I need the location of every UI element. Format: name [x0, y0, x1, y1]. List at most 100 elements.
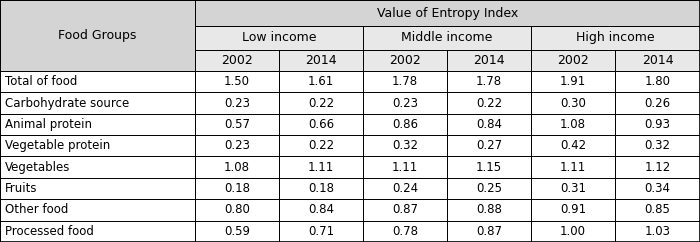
Bar [615, 178, 700, 199]
Text: 0.85: 0.85 [645, 204, 671, 216]
Bar [447, 135, 531, 157]
Bar [0, 0, 195, 71]
Text: 0.32: 0.32 [392, 139, 418, 152]
Text: 0.87: 0.87 [392, 204, 418, 216]
Text: Processed food: Processed food [5, 225, 94, 238]
Bar [195, 26, 363, 50]
Bar [531, 178, 615, 199]
Text: 0.84: 0.84 [476, 118, 502, 131]
Bar [363, 92, 447, 114]
Bar [195, 0, 700, 26]
Text: 0.66: 0.66 [308, 118, 334, 131]
Bar [0, 199, 195, 221]
Bar [447, 71, 531, 92]
Text: Fruits: Fruits [5, 182, 38, 195]
Bar [615, 71, 700, 92]
Bar [195, 178, 279, 199]
Text: High income: High income [576, 31, 655, 44]
Text: 1.78: 1.78 [476, 75, 502, 88]
Bar [531, 157, 615, 178]
Text: 0.84: 0.84 [308, 204, 334, 216]
Bar [615, 135, 700, 157]
Text: 0.31: 0.31 [560, 182, 586, 195]
Text: 0.86: 0.86 [392, 118, 418, 131]
Text: 0.22: 0.22 [308, 97, 334, 110]
Bar [615, 114, 700, 135]
Bar [447, 114, 531, 135]
Bar [615, 199, 700, 221]
Bar [0, 135, 195, 157]
Bar [279, 157, 363, 178]
Text: 1.11: 1.11 [308, 161, 334, 174]
Text: 0.42: 0.42 [560, 139, 586, 152]
Text: 2014: 2014 [305, 54, 337, 67]
Text: 1.15: 1.15 [476, 161, 502, 174]
Bar [195, 157, 279, 178]
Bar [195, 50, 279, 71]
Bar [195, 92, 279, 114]
Text: 0.80: 0.80 [224, 204, 250, 216]
Text: Value of Entropy Index: Value of Entropy Index [377, 7, 518, 20]
Bar [279, 71, 363, 92]
Text: 0.32: 0.32 [645, 139, 671, 152]
Bar [531, 114, 615, 135]
Bar [531, 71, 615, 92]
Bar [531, 92, 615, 114]
Text: 0.23: 0.23 [224, 139, 250, 152]
Bar [195, 114, 279, 135]
Text: 2002: 2002 [389, 54, 421, 67]
Bar [447, 50, 531, 71]
Bar [363, 135, 447, 157]
Text: 0.24: 0.24 [392, 182, 418, 195]
Bar [363, 178, 447, 199]
Bar [279, 114, 363, 135]
Bar [447, 92, 531, 114]
Bar [363, 71, 447, 92]
Bar [447, 178, 531, 199]
Text: 0.26: 0.26 [645, 97, 671, 110]
Text: 2014: 2014 [473, 54, 505, 67]
Text: Food Groups: Food Groups [58, 29, 136, 42]
Bar [0, 114, 195, 135]
Bar [363, 50, 447, 71]
Bar [531, 26, 700, 50]
Text: 1.08: 1.08 [224, 161, 250, 174]
Bar [447, 199, 531, 221]
Bar [531, 135, 615, 157]
Text: Vegetable protein: Vegetable protein [5, 139, 111, 152]
Bar [195, 71, 279, 92]
Text: 1.11: 1.11 [560, 161, 586, 174]
Bar [279, 178, 363, 199]
Text: 2014: 2014 [642, 54, 673, 67]
Bar [363, 157, 447, 178]
Text: 1.12: 1.12 [645, 161, 671, 174]
Bar [615, 92, 700, 114]
Bar [0, 221, 195, 242]
Text: 1.50: 1.50 [224, 75, 250, 88]
Bar [615, 157, 700, 178]
Text: Carbohydrate source: Carbohydrate source [5, 97, 130, 110]
Bar [0, 157, 195, 178]
Bar [0, 92, 195, 114]
Text: 1.03: 1.03 [645, 225, 671, 238]
Bar [195, 135, 279, 157]
Text: 1.00: 1.00 [560, 225, 586, 238]
Text: 0.30: 0.30 [560, 97, 586, 110]
Bar [0, 178, 195, 199]
Text: 0.91: 0.91 [560, 204, 586, 216]
Bar [615, 50, 700, 71]
Bar [447, 157, 531, 178]
Text: 1.08: 1.08 [560, 118, 586, 131]
Text: 0.27: 0.27 [476, 139, 502, 152]
Text: 0.34: 0.34 [645, 182, 671, 195]
Text: 2002: 2002 [557, 54, 589, 67]
Bar [531, 50, 615, 71]
Bar [279, 221, 363, 242]
Text: Total of food: Total of food [5, 75, 78, 88]
Text: Other food: Other food [5, 204, 69, 216]
Bar [363, 114, 447, 135]
Text: 0.18: 0.18 [224, 182, 250, 195]
Bar [279, 135, 363, 157]
Bar [279, 92, 363, 114]
Bar [531, 221, 615, 242]
